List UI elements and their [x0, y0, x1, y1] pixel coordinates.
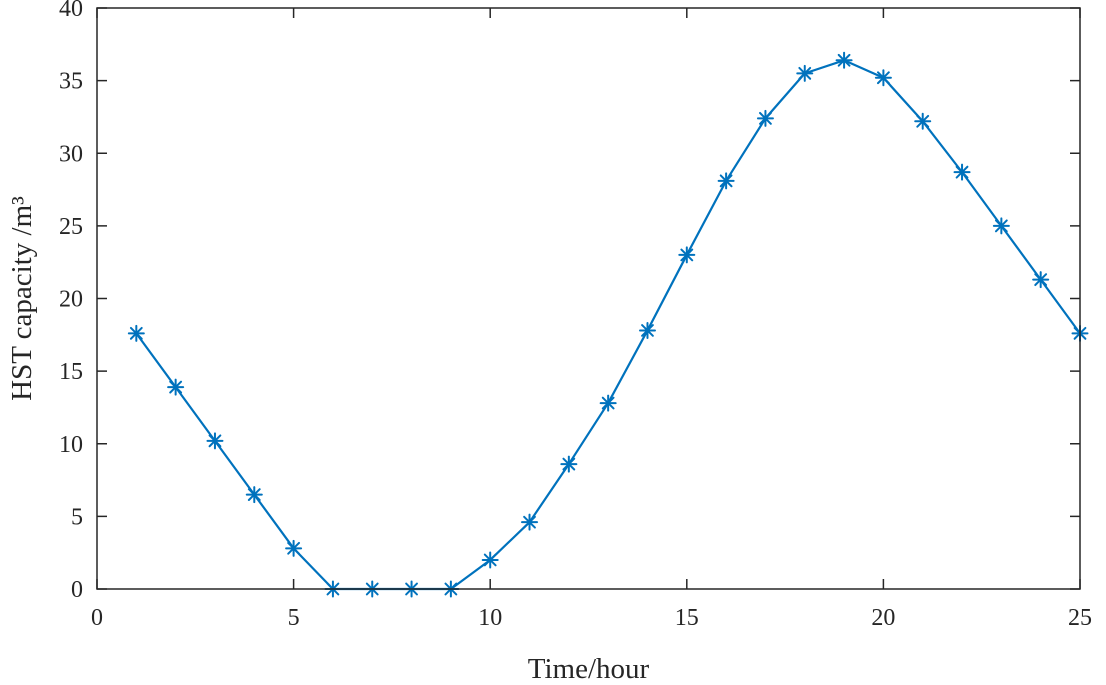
- y-tick-label: 30: [59, 141, 83, 167]
- y-tick-label: 35: [59, 69, 83, 95]
- y-tick-label: 25: [59, 214, 83, 240]
- y-tick-label: 10: [59, 432, 83, 458]
- y-tick-label: 0: [71, 577, 83, 603]
- data-point: [835, 51, 853, 69]
- axis-ticks: [96, 7, 1081, 590]
- data-point: [992, 217, 1010, 235]
- x-tick-label: 25: [1068, 605, 1092, 631]
- data-point: [756, 109, 774, 127]
- data-point: [127, 324, 145, 342]
- data-point: [1032, 271, 1050, 289]
- x-tick-label: 10: [478, 605, 502, 631]
- data-point: [953, 163, 971, 181]
- data-point: [481, 551, 499, 569]
- data-point: [245, 486, 263, 504]
- data-point: [874, 69, 892, 87]
- data-point: [678, 246, 696, 264]
- data-point: [206, 432, 224, 450]
- data-point: [638, 321, 656, 339]
- data-point: [599, 394, 617, 412]
- y-tick-label: 15: [59, 359, 83, 385]
- data-point: [717, 172, 735, 190]
- x-tick-label: 0: [91, 605, 103, 631]
- data-point: [914, 112, 932, 130]
- data-point: [167, 378, 185, 396]
- data-point: [796, 64, 814, 82]
- x-tick-label: 15: [675, 605, 699, 631]
- tick-labels: 0 5 10 15 20 25 0 5 10 15 20 25 30 35 40: [59, 0, 1092, 631]
- y-tick-label: 40: [59, 0, 83, 22]
- y-tick-label: 20: [59, 287, 83, 313]
- series-line: [135, 59, 1081, 591]
- plot-frame: [96, 7, 1081, 590]
- y-tick-label: 5: [71, 504, 83, 530]
- y-axis-label: HST capacity /m³: [6, 196, 38, 401]
- x-tick-label: 20: [871, 605, 895, 631]
- data-point: [285, 539, 303, 557]
- data-point: [521, 513, 539, 531]
- data-series: [127, 51, 1089, 598]
- x-axis-label: Time/hour: [528, 653, 650, 685]
- data-point: [560, 455, 578, 473]
- x-tick-label: 5: [288, 605, 300, 631]
